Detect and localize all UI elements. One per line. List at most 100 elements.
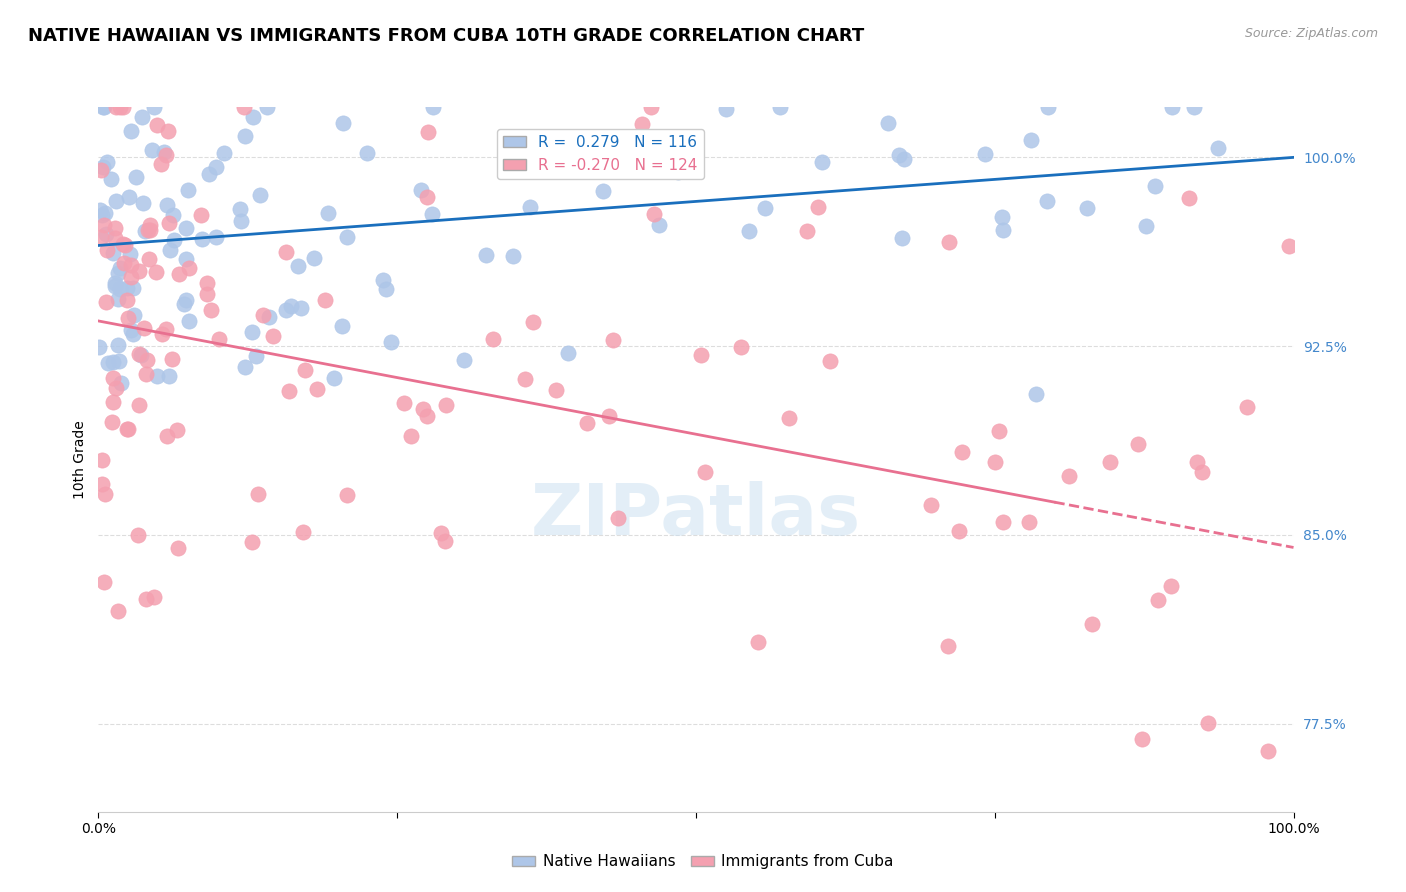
Point xyxy=(197,287,219,301)
Point xyxy=(232,100,254,114)
Point xyxy=(544,383,567,397)
Point xyxy=(135,367,157,381)
Point xyxy=(502,249,524,263)
Point xyxy=(104,100,127,114)
Point xyxy=(252,308,274,322)
Point xyxy=(453,353,475,368)
Point xyxy=(90,453,112,467)
Point xyxy=(120,258,142,272)
Point xyxy=(544,131,567,145)
Point xyxy=(89,202,111,217)
Point xyxy=(1057,469,1080,483)
Point xyxy=(120,124,142,138)
Point xyxy=(142,100,165,114)
Point xyxy=(162,208,184,222)
Point xyxy=(276,244,298,259)
Point xyxy=(754,201,776,215)
Point xyxy=(108,354,131,368)
Point xyxy=(96,154,118,169)
Point xyxy=(108,261,131,276)
Point xyxy=(335,229,357,244)
Point xyxy=(257,310,280,324)
Point xyxy=(107,266,129,280)
Y-axis label: 10th Grade: 10th Grade xyxy=(73,420,87,499)
Point xyxy=(108,100,131,114)
Legend: R =  0.279   N = 116, R = -0.270   N = 124: R = 0.279 N = 116, R = -0.270 N = 124 xyxy=(496,128,704,178)
Point xyxy=(167,541,190,555)
Point xyxy=(200,303,222,318)
Point xyxy=(416,125,439,139)
Point xyxy=(91,100,114,114)
Point xyxy=(316,206,339,220)
Point xyxy=(592,184,614,198)
Point xyxy=(522,315,544,329)
Point xyxy=(90,162,112,177)
Point xyxy=(101,245,124,260)
Point xyxy=(229,214,252,228)
Point xyxy=(1160,579,1182,593)
Point xyxy=(104,276,127,290)
Point xyxy=(104,220,127,235)
Point xyxy=(120,269,142,284)
Point xyxy=(129,349,152,363)
Point xyxy=(128,398,150,412)
Point xyxy=(115,281,138,295)
Point xyxy=(262,328,284,343)
Point xyxy=(139,223,162,237)
Point xyxy=(93,487,115,501)
Point xyxy=(481,332,503,346)
Point xyxy=(1081,617,1104,632)
Point xyxy=(256,100,278,114)
Point xyxy=(117,310,139,325)
Point xyxy=(233,129,256,144)
Point xyxy=(115,293,138,308)
Point xyxy=(429,526,451,541)
Point xyxy=(90,477,112,491)
Point xyxy=(174,293,197,307)
Point xyxy=(557,346,579,360)
Point xyxy=(101,415,124,429)
Point xyxy=(323,371,346,385)
Point xyxy=(598,409,620,424)
Point xyxy=(891,230,914,244)
Point xyxy=(174,220,197,235)
Point xyxy=(984,455,1007,469)
Point xyxy=(643,207,665,221)
Point xyxy=(107,338,129,352)
Point xyxy=(122,308,145,322)
Point xyxy=(177,183,200,197)
Point xyxy=(135,352,157,367)
Point xyxy=(519,200,541,214)
Point xyxy=(950,445,973,459)
Point xyxy=(91,160,114,174)
Point xyxy=(991,211,1014,225)
Point xyxy=(240,325,263,339)
Point xyxy=(332,115,354,129)
Point xyxy=(356,145,378,160)
Point xyxy=(375,282,398,296)
Point xyxy=(1018,515,1040,529)
Point xyxy=(409,183,432,197)
Point xyxy=(240,534,263,549)
Point xyxy=(117,422,139,436)
Point xyxy=(104,231,127,245)
Point xyxy=(122,326,145,341)
Point xyxy=(249,188,271,202)
Point xyxy=(290,301,312,315)
Point xyxy=(475,247,498,261)
Point xyxy=(97,355,120,369)
Point xyxy=(135,592,157,607)
Point xyxy=(191,232,214,246)
Point xyxy=(195,276,218,290)
Point xyxy=(974,147,997,161)
Point xyxy=(174,252,197,266)
Point xyxy=(1076,201,1098,215)
Point xyxy=(132,320,155,334)
Point xyxy=(576,417,599,431)
Point xyxy=(245,349,267,363)
Point xyxy=(1099,455,1122,469)
Point xyxy=(412,402,434,417)
Point xyxy=(380,335,402,350)
Point xyxy=(145,265,167,279)
Point xyxy=(125,170,148,185)
